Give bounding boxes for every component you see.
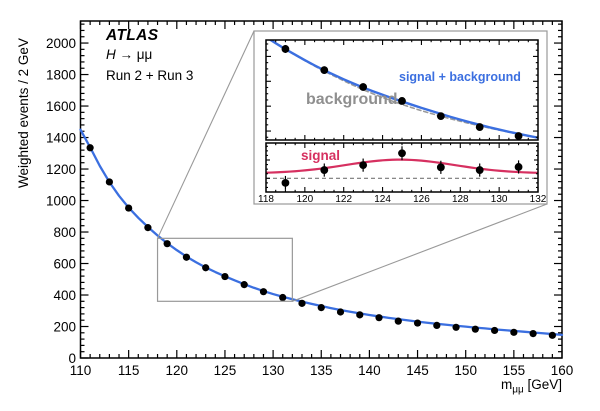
svg-text:120: 120 xyxy=(166,363,189,378)
svg-text:1400: 1400 xyxy=(46,130,76,145)
svg-text:110: 110 xyxy=(70,363,92,378)
svg-text:800: 800 xyxy=(53,225,76,240)
svg-text:125: 125 xyxy=(214,363,237,378)
svg-text:130: 130 xyxy=(491,194,508,205)
process-h: H xyxy=(106,47,116,62)
svg-text:118: 118 xyxy=(258,194,274,205)
svg-text:160: 160 xyxy=(551,363,574,378)
inset-signal-label: signal xyxy=(301,148,341,163)
runs-label: Run 2 + Run 3 xyxy=(106,68,194,83)
zoom-callout xyxy=(156,30,548,302)
x-axis-title: mμμ [GeV] xyxy=(500,377,562,396)
svg-text:600: 600 xyxy=(53,256,76,271)
svg-text:400: 400 xyxy=(53,288,76,303)
inset-ticks: 118 120 122 124 126 128 130 132 xyxy=(258,40,547,205)
svg-text:1200: 1200 xyxy=(46,162,76,177)
svg-text:1800: 1800 xyxy=(46,67,76,82)
x-title-prefix: m xyxy=(500,377,513,392)
svg-text:1600: 1600 xyxy=(46,99,76,114)
svg-text:145: 145 xyxy=(406,363,429,378)
svg-text:140: 140 xyxy=(358,363,381,378)
svg-text:115: 115 xyxy=(118,363,140,378)
svg-text:0: 0 xyxy=(68,351,76,366)
svg-text:122: 122 xyxy=(335,194,352,205)
zoom-inset: 118 120 122 124 126 128 130 132 xyxy=(253,30,548,205)
inset-top-panel-series xyxy=(268,40,538,140)
atlas-label: ATLAS xyxy=(106,27,159,44)
process-label: H → μμ xyxy=(106,47,153,62)
x-title-suffix: [GeV] xyxy=(523,377,562,392)
svg-text:124: 124 xyxy=(374,194,391,205)
svg-text:1000: 1000 xyxy=(46,193,76,208)
inset-signal-plus-background-label: signal + background xyxy=(399,70,521,84)
svg-text:135: 135 xyxy=(310,363,333,378)
svg-text:2000: 2000 xyxy=(46,36,76,51)
inset-background-label: background xyxy=(306,91,398,108)
svg-text:150: 150 xyxy=(454,363,477,378)
svg-text:120: 120 xyxy=(297,194,314,205)
svg-text:126: 126 xyxy=(413,194,430,205)
main-axes: 110 115 120 125 130 135 140 145 150 155 1600200400… xyxy=(46,20,574,378)
svg-text:130: 130 xyxy=(262,363,285,378)
x-title-subscript: μμ xyxy=(512,384,524,396)
inset-bottom-panel-series xyxy=(266,146,538,190)
svg-text:132: 132 xyxy=(530,194,547,205)
y-axis-title: Weighted events / 2 GeV xyxy=(16,38,31,188)
svg-text:128: 128 xyxy=(452,194,469,205)
process-rest: → μμ xyxy=(115,47,153,62)
svg-text:200: 200 xyxy=(53,319,76,334)
svg-text:155: 155 xyxy=(503,363,526,378)
